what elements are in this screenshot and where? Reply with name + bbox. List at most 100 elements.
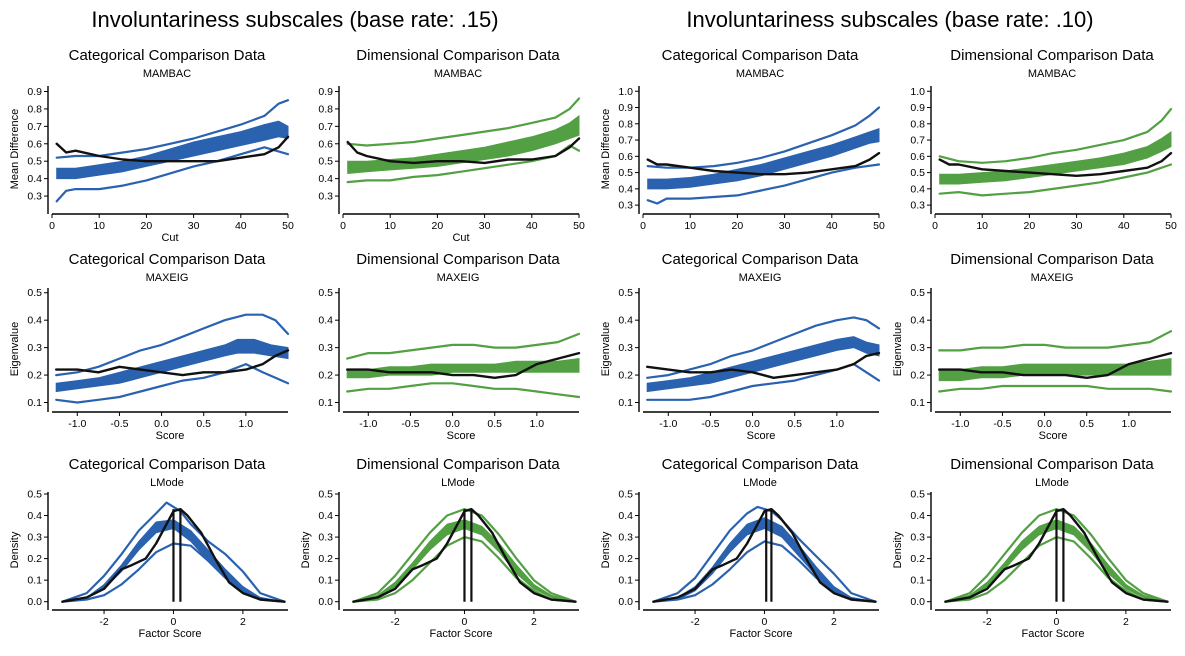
panel-11-y-axis-label: Density [600, 531, 612, 568]
panel-9-x-axis-label: Factor Score [139, 628, 202, 640]
panel-4-y-tick-label: 0.3 [910, 200, 925, 212]
panel-1-y-tick-label: 0.7 [27, 121, 42, 133]
panel-11-band [653, 517, 876, 603]
panel-6-y-tick-label: 0.3 [318, 342, 333, 354]
panel-10-subtitle: LMode [441, 477, 475, 489]
panel-5-y-tick-label: 0.2 [27, 370, 42, 382]
panel-1-x-tick-label: 50 [282, 220, 294, 232]
panel-7-x-tick-label: 1.0 [830, 418, 845, 430]
panel-1-y-tick-label: 0.5 [27, 156, 42, 168]
panel-8-x-tick-label: -0.5 [993, 418, 1011, 430]
panel-7-ci-upper-line [646, 316, 881, 379]
panel-5-x-tick-label: 0.5 [196, 418, 211, 430]
panel-1-ci-lower-line [55, 146, 290, 203]
panel-12-title: Dimensional Comparison Data [950, 456, 1154, 473]
panel-2-y-tick-label: 0.7 [318, 121, 333, 133]
panel-9-y-tick-label: 0.5 [27, 489, 42, 501]
panel-2-x-tick-label: 50 [573, 220, 585, 232]
panel-4-y-tick-label: 0.7 [910, 135, 925, 147]
panel-3-y-tick-label: 0.9 [618, 102, 633, 114]
panel-5-ci-lower-line [55, 363, 290, 404]
panel-10-y-tick-label: 0.2 [318, 553, 333, 565]
panel-2-x-axis-label: Cut [452, 232, 469, 244]
panel-12-y-tick-label: 0.2 [910, 553, 925, 565]
panel-7-x-axis-label: Score [747, 430, 776, 442]
panel-2-y-tick-label: 0.4 [318, 173, 333, 185]
panel-5-y-tick-label: 0.1 [27, 397, 42, 409]
panel-8-x-tick-label: 1.0 [1122, 418, 1137, 430]
panel-3-band [647, 128, 880, 190]
panel-4-y-tick-label: 0.9 [910, 102, 925, 114]
panel-10-x-tick-label: -2 [390, 616, 399, 628]
panel-1-subtitle: MAMBAC [143, 68, 191, 80]
panel-6-x-tick-label: -0.5 [401, 418, 419, 430]
panel-11-title: Categorical Comparison Data [662, 456, 859, 473]
panel-2-ci-upper-line [346, 97, 581, 147]
panel-1-x-tick-label: 0 [49, 220, 55, 232]
panel-9-y-tick-label: 0.1 [27, 575, 42, 587]
panel-3-y-tick-label: 0.5 [618, 167, 633, 179]
panel-2-y-tick-label: 0.3 [318, 191, 333, 203]
panel-5-ci-upper-line [55, 313, 290, 377]
panel-3-y-tick-label: 0.8 [618, 118, 633, 130]
panel-7-x-tick-label: -0.5 [701, 418, 719, 430]
panel-3-y-axis-label: Mean Difference [600, 109, 612, 190]
panel-3-x-tick-label: 40 [826, 220, 838, 232]
panel-7-x-tick-label: 0.5 [787, 418, 802, 430]
panel-3-ci-upper-line [646, 106, 881, 169]
panel-4-observed-line [938, 151, 1173, 178]
panel-12-x-tick-label: 0 [1054, 616, 1060, 628]
panel-3-y-tick-label: 1.0 [618, 86, 633, 98]
panel-1-y-tick-label: 0.8 [27, 103, 42, 115]
panel-6-observed-line [346, 351, 581, 379]
panel-4-x-tick-label: 20 [1024, 220, 1036, 232]
panel-4-y-tick-label: 0.6 [910, 151, 925, 163]
panel-6-y-tick-label: 0.2 [318, 370, 333, 382]
panel-1-y-tick-label: 0.6 [27, 138, 42, 150]
panel-1-x-tick-label: 20 [141, 220, 153, 232]
panel-9-y-tick-label: 0.2 [27, 553, 42, 565]
panel-7-y-tick-label: 0.5 [618, 287, 633, 299]
panel-8-observed-line [938, 351, 1173, 379]
panel-6-x-tick-label: 0.0 [445, 418, 460, 430]
panel-7-y-axis-label: Eigenvalue [600, 322, 612, 376]
panel-9-x-tick-label: -2 [99, 616, 108, 628]
panel-6-x-axis-label: Score [447, 430, 476, 442]
panel-5-title: Categorical Comparison Data [69, 251, 266, 268]
panel-3-x-tick-label: 10 [684, 220, 696, 232]
panel-3-x-tick-label: 50 [873, 220, 885, 232]
panel-8-subtitle: MAXEIG [1031, 272, 1074, 284]
panel-11-y-tick-label: 0.1 [618, 575, 633, 587]
panel-12-y-tick-label: 0.1 [910, 575, 925, 587]
panel-1-y-axis-label: Mean Difference [9, 109, 21, 190]
panel-9-x-tick-label: 2 [240, 616, 246, 628]
panel-4-y-tick-label: 0.8 [910, 118, 925, 130]
panel-3-y-tick-label: 0.4 [618, 183, 633, 195]
panel-3-y-tick-label: 0.7 [618, 135, 633, 147]
panel-4-x-tick-label: 50 [1165, 220, 1177, 232]
panel-3-x-tick-label: 0 [640, 220, 646, 232]
panel-5-x-tick-label: 0.0 [154, 418, 169, 430]
panel-12-x-tick-label: -2 [982, 616, 991, 628]
panel-11-observed-line [652, 507, 877, 603]
panel-1-title: Categorical Comparison Data [69, 47, 266, 64]
panel-11-y-tick-label: 0.2 [618, 553, 633, 565]
panel-5-y-tick-label: 0.5 [27, 287, 42, 299]
panel-7-band [646, 336, 880, 393]
panel-4-band [939, 130, 1172, 185]
panel-6-subtitle: MAXEIG [437, 272, 480, 284]
panel-5-band [55, 338, 289, 393]
panel-12-x-axis-label: Factor Score [1022, 628, 1085, 640]
panel-1-y-tick-label: 0.3 [27, 191, 42, 203]
panel-7-title: Categorical Comparison Data [662, 251, 859, 268]
panel-6-x-tick-label: 0.5 [487, 418, 502, 430]
panel-10-x-tick-label: 0 [462, 616, 468, 628]
panel-9-x-tick-label: 0 [171, 616, 177, 628]
panel-5-y-axis-label: Eigenvalue [9, 322, 21, 376]
panel-1-observed-line [55, 135, 290, 163]
figure-title-right: Involuntariness subscales (base rate: .1… [686, 7, 1093, 32]
panel-12-y-tick-label: 0.5 [910, 489, 925, 501]
panel-10-y-tick-label: 0.3 [318, 532, 333, 544]
panel-10-y-tick-label: 0.1 [318, 575, 333, 587]
